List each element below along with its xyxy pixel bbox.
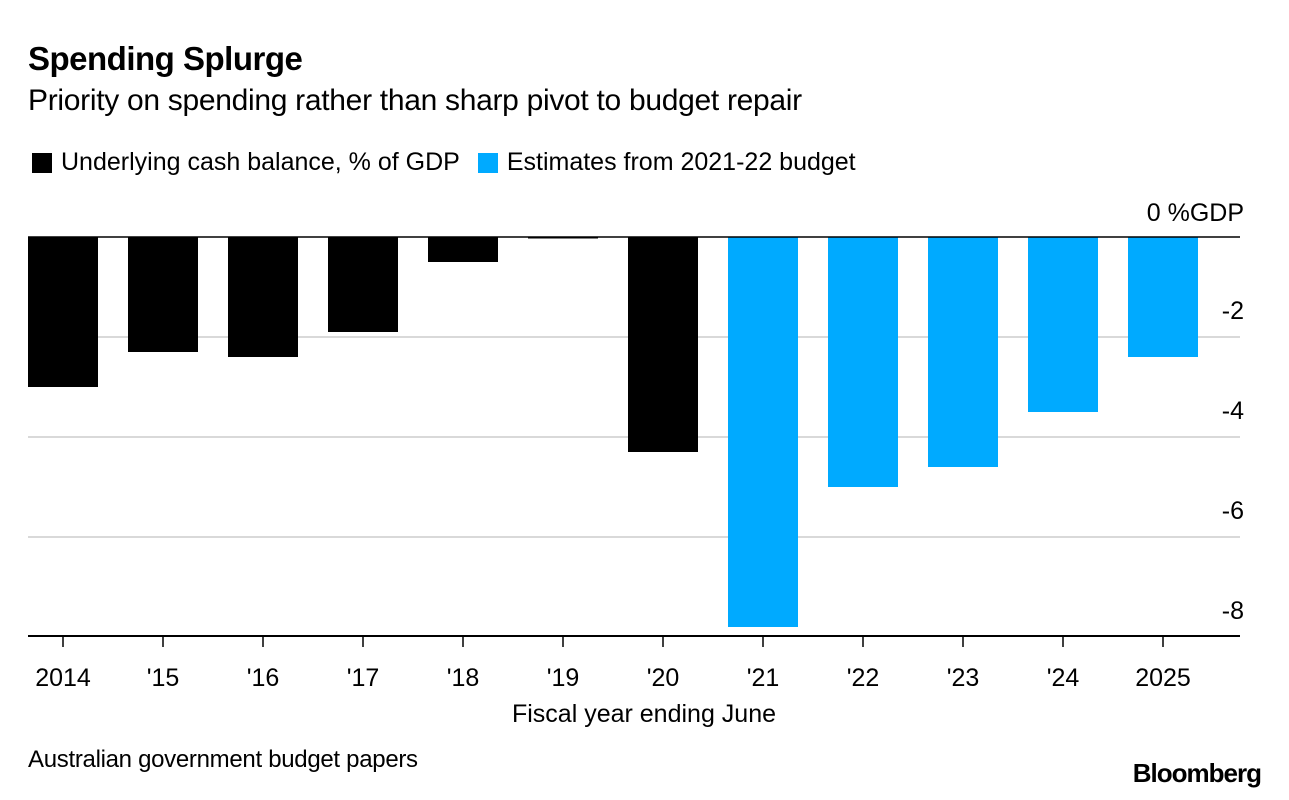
chart-title: Spending Splurge	[28, 40, 303, 77]
bar-2014	[28, 237, 98, 387]
legend: Underlying cash balance, % of GDP Estima…	[32, 148, 874, 177]
x-tick-label: '18	[447, 664, 480, 692]
x-tick-label: '19	[547, 664, 580, 692]
legend-swatch-actual	[32, 152, 52, 173]
source-note: Australian government budget papers	[28, 746, 418, 773]
bar-15	[128, 237, 198, 352]
bar-18	[428, 237, 498, 262]
y-tick-label: -4	[1222, 397, 1244, 425]
x-tick-label: '21	[747, 664, 780, 692]
legend-label-estimates: Estimates from 2021-22 budget	[506, 148, 856, 176]
bar-23	[928, 237, 998, 467]
bloomberg-logo: Bloomberg	[1132, 758, 1262, 788]
bar-16	[228, 237, 298, 357]
bar-21	[728, 237, 798, 627]
bar-17	[328, 237, 398, 332]
x-tick-label: '20	[647, 664, 680, 692]
legend-item-estimates: Estimates from 2021-22 budget	[477, 148, 856, 177]
bar-22	[828, 237, 898, 487]
y-tick-label: -6	[1222, 497, 1244, 525]
x-tick-label: '22	[847, 664, 880, 692]
legend-item-actual: Underlying cash balance, % of GDP	[32, 148, 460, 177]
x-tick-label: '16	[247, 664, 280, 692]
bar-2025	[1128, 237, 1198, 357]
x-tick-label: '17	[347, 664, 380, 692]
x-axis-title: Fiscal year ending June	[512, 700, 776, 728]
x-tick-label: '24	[1047, 664, 1080, 692]
x-tick-label: '15	[147, 664, 180, 692]
y-tick-label: -8	[1222, 597, 1244, 625]
legend-label-actual: Underlying cash balance, % of GDP	[61, 148, 460, 176]
x-tick-label: 2014	[35, 664, 91, 692]
x-tick-label: '23	[947, 664, 980, 692]
x-tick-label: 2025	[1135, 664, 1191, 692]
bar-24	[1028, 237, 1098, 412]
y-tick-label: 0 %GDP	[1147, 199, 1244, 227]
legend-swatch-estimates	[477, 152, 498, 173]
y-tick-label: -2	[1222, 297, 1244, 325]
bar-20	[628, 237, 698, 452]
chart-subtitle: Priority on spending rather than sharp p…	[28, 84, 802, 117]
